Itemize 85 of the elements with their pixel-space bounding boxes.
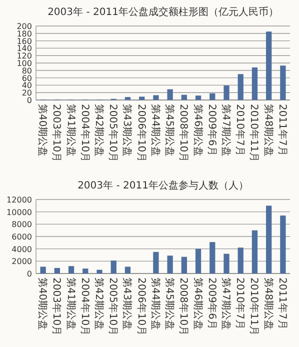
bar	[280, 66, 286, 100]
bar	[280, 216, 286, 274]
bar	[54, 268, 60, 274]
bar	[153, 252, 159, 274]
bar	[124, 97, 131, 100]
bar	[167, 89, 173, 100]
bar	[195, 248, 202, 274]
y-tick-label: 140	[16, 44, 32, 54]
x-tick-label: 第45期公盘	[164, 278, 176, 330]
x-tick-label: 2009年6月	[206, 278, 218, 330]
x-tick-label: 2005年10月	[107, 278, 120, 336]
x-tick-label: 2009年6月	[206, 104, 218, 156]
x-tick-label: 第44期公盘	[149, 104, 162, 157]
x-tick-label: 第47期公盘	[220, 104, 232, 157]
y-tick-label: 0	[26, 96, 32, 105]
x-tick-label: 第41期公盘	[64, 278, 77, 330]
x-tick-label: 2011年7月	[276, 278, 288, 330]
x-tick-label: 2004年10月	[78, 104, 91, 162]
chart-title: 2003年 - 2011年公盘成交额柱形图（亿元人民币）	[48, 6, 278, 18]
bar	[96, 270, 102, 274]
x-tick-label: 第48期公盘	[262, 104, 274, 157]
y-tick-label: 160	[16, 36, 32, 46]
bar	[224, 254, 230, 274]
x-tick-label: 2010年11月	[248, 104, 260, 162]
chart-title: 2003年 - 2011年公盘参与人数（人）	[78, 180, 248, 192]
x-tick-label: 2011年7月	[276, 104, 288, 156]
x-tick-label: 2008年10月	[178, 104, 190, 162]
y-tick-label: 0	[26, 270, 32, 278]
bar	[210, 93, 216, 100]
bar	[139, 96, 145, 100]
y-tick-label: 8000	[12, 220, 32, 230]
x-tick-label: 第46期公盘	[192, 104, 204, 157]
x-tick-label: 第44期公盘	[149, 278, 162, 330]
x-tick-label: 2004年10月	[78, 278, 91, 336]
y-tick-label: 6000	[12, 232, 32, 242]
y-tick-label: 4000	[12, 244, 32, 254]
x-tick-label: 第42期公盘	[93, 104, 105, 157]
x-tick-label: 2010年7月	[234, 104, 246, 156]
bar	[252, 230, 258, 274]
bar	[252, 67, 258, 100]
y-tick-label: 10000	[6, 208, 32, 217]
x-tick-label: 第47期公盘	[220, 278, 232, 330]
x-tick-label: 2003年10月	[50, 104, 63, 162]
y-tick-label: 40	[22, 81, 32, 90]
bar	[181, 94, 187, 100]
bar	[167, 256, 173, 274]
y-tick-label: 100	[16, 59, 32, 68]
x-tick-label: 2008年10月	[178, 278, 190, 336]
y-tick-label: 180	[16, 29, 32, 38]
x-tick-label: 第48期公盘	[262, 278, 274, 330]
x-tick-label: 2006年10月	[135, 278, 148, 336]
y-tick-label: 20	[22, 88, 32, 98]
x-tick-label: 第45期公盘	[164, 104, 176, 157]
bar	[181, 256, 187, 274]
x-tick-label: 第41期公盘	[64, 104, 77, 157]
bar	[238, 74, 244, 100]
x-tick-label: 2010年7月	[234, 278, 246, 330]
bar	[153, 95, 159, 100]
bar	[82, 268, 88, 274]
x-tick-label: 2006年10月	[135, 104, 148, 162]
bar	[110, 260, 116, 274]
x-tick-label: 第46期公盘	[192, 278, 204, 330]
y-tick-label: 80	[22, 66, 32, 76]
x-tick-label: 第43期公盘	[121, 104, 134, 157]
bar	[68, 266, 74, 274]
bar	[238, 248, 244, 274]
bar	[224, 86, 230, 100]
bar	[210, 242, 216, 274]
x-tick-label: 2005年10月	[107, 104, 120, 162]
bar	[266, 32, 272, 100]
bar	[40, 266, 46, 274]
y-tick-label: 12000	[6, 196, 32, 204]
bar	[195, 96, 202, 100]
y-tick-label: 120	[16, 52, 32, 61]
x-tick-label: 第43期公盘	[121, 278, 134, 330]
x-tick-label: 2003年10月	[50, 278, 63, 336]
bar	[266, 206, 272, 274]
x-tick-label: 第40期公盘	[36, 278, 49, 330]
y-tick-label: 200	[16, 22, 32, 31]
y-tick-label: 2000	[12, 257, 32, 266]
x-tick-label: 第40期公盘	[36, 104, 49, 157]
x-tick-label: 2010年11月	[248, 278, 260, 336]
y-tick-label: 60	[22, 74, 32, 83]
x-tick-label: 第42期公盘	[93, 278, 105, 330]
bar	[124, 266, 131, 274]
